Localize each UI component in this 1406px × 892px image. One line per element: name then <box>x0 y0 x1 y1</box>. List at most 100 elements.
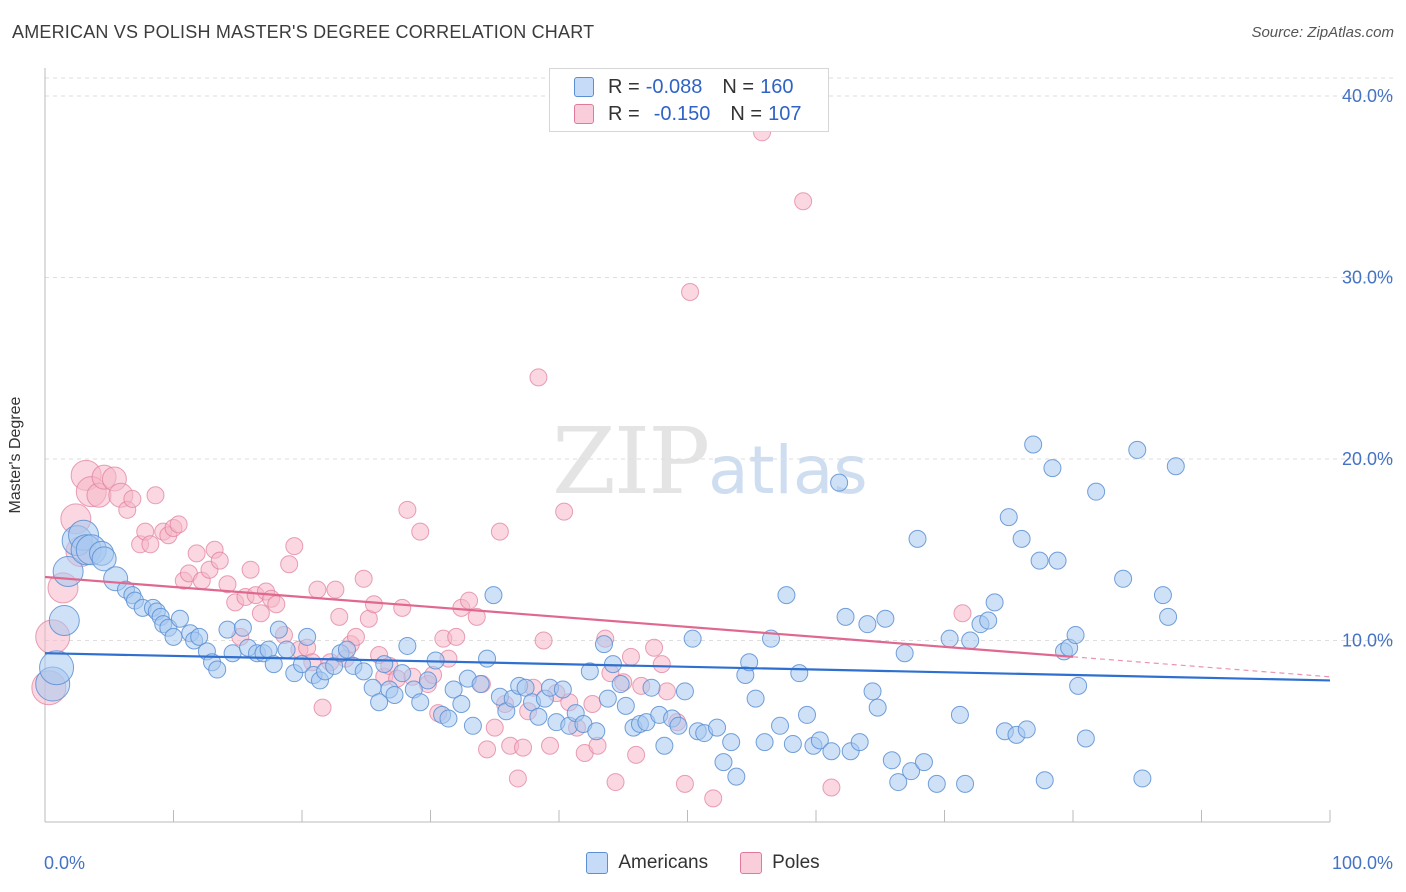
poles-point <box>534 631 553 650</box>
legend-label-americans: Americans <box>618 852 709 873</box>
americans-point <box>298 627 317 646</box>
americans-point <box>868 698 887 717</box>
poles-point <box>393 598 412 617</box>
poles-point <box>123 489 142 508</box>
americans-point <box>950 705 969 724</box>
y-tick-label: 30.0% <box>1342 268 1393 288</box>
americans-point <box>940 629 959 648</box>
legend-row-poles: R = -0.150 N = 107 <box>574 102 801 126</box>
americans-series <box>35 435 1185 793</box>
americans-point <box>1043 459 1062 478</box>
americans-point <box>755 733 774 752</box>
americans-point <box>722 733 741 752</box>
poles-point <box>313 698 332 717</box>
grid-layer <box>45 77 1395 641</box>
americans-point <box>170 609 189 628</box>
poles-point <box>645 638 664 657</box>
americans-point <box>836 607 855 626</box>
americans-point <box>889 773 908 792</box>
americans-point <box>655 736 674 755</box>
poles-point <box>704 789 723 808</box>
legend-item-americans[interactable]: Americans <box>586 852 708 874</box>
poles-point <box>822 778 841 797</box>
watermark-atlas: atlas <box>708 432 868 509</box>
poles-point <box>621 647 640 666</box>
poles-point <box>675 774 694 793</box>
americans-point <box>393 664 412 683</box>
poles-point <box>241 560 260 579</box>
x-tick-label: 0.0% <box>44 853 85 873</box>
americans-point <box>714 753 733 772</box>
americans-point <box>1017 720 1036 739</box>
americans-point <box>398 636 417 655</box>
n-label: N = <box>730 102 763 125</box>
americans-point <box>727 767 746 786</box>
n-label: N = <box>722 75 755 98</box>
americans-point <box>484 586 503 605</box>
legend-item-poles[interactable]: Poles <box>740 852 820 874</box>
poles-point <box>330 607 349 626</box>
r-label: R = <box>608 102 640 125</box>
poles-point <box>218 575 237 594</box>
poles-point <box>652 655 671 674</box>
americans-point <box>1076 729 1095 748</box>
americans-point <box>1066 626 1085 645</box>
americans-trend-line <box>44 652 1331 682</box>
poles-point <box>346 627 365 646</box>
americans-point <box>895 644 914 663</box>
americans-point <box>979 611 998 630</box>
poles-point <box>169 515 188 534</box>
americans-point <box>850 733 869 752</box>
poles-point <box>210 551 229 570</box>
poles-point <box>411 522 430 541</box>
americans-point <box>452 695 471 714</box>
americans-point <box>553 680 572 699</box>
americans-point <box>1030 551 1049 570</box>
americans-point <box>587 722 606 741</box>
americans-point <box>218 620 237 639</box>
americans-swatch <box>586 852 609 874</box>
americans-point <box>683 629 702 648</box>
poles-point <box>508 769 527 788</box>
americans-point <box>985 593 1004 612</box>
americans-point <box>1114 569 1133 588</box>
americans-point <box>375 655 394 674</box>
poles-point <box>354 569 373 588</box>
r-value: -0.150 <box>653 102 711 125</box>
poles-point <box>627 745 646 764</box>
americans-point <box>354 662 373 681</box>
americans-point <box>1012 529 1031 548</box>
americans-point <box>642 678 661 697</box>
americans-point <box>1159 607 1178 626</box>
poles-point <box>187 544 206 563</box>
poles-point <box>460 591 479 610</box>
poles-point <box>285 537 304 556</box>
americans-point <box>1035 771 1054 790</box>
zipatlas-watermark: ZIPatlas <box>552 408 868 515</box>
americans-point <box>478 649 497 668</box>
americans-point <box>208 660 227 679</box>
poles-point <box>308 580 327 599</box>
americans-point <box>269 620 288 639</box>
americans-point <box>902 762 921 781</box>
americans-point <box>463 716 482 735</box>
americans-point <box>264 655 283 674</box>
poles-point <box>467 607 486 626</box>
americans-point <box>863 682 882 701</box>
americans-point <box>594 635 613 654</box>
poles-point <box>657 682 676 701</box>
americans-point <box>48 605 80 637</box>
americans-point <box>746 689 765 708</box>
poles-swatch <box>574 104 594 124</box>
americans-point <box>1024 435 1043 454</box>
poles-point <box>141 535 160 554</box>
americans-point <box>810 731 829 750</box>
americans-point <box>669 716 688 735</box>
americans-point <box>708 718 727 737</box>
americans-point <box>385 685 404 704</box>
americans-point <box>876 609 895 628</box>
americans-point <box>961 631 980 650</box>
poles-point <box>251 604 270 623</box>
americans-point <box>1048 551 1067 570</box>
